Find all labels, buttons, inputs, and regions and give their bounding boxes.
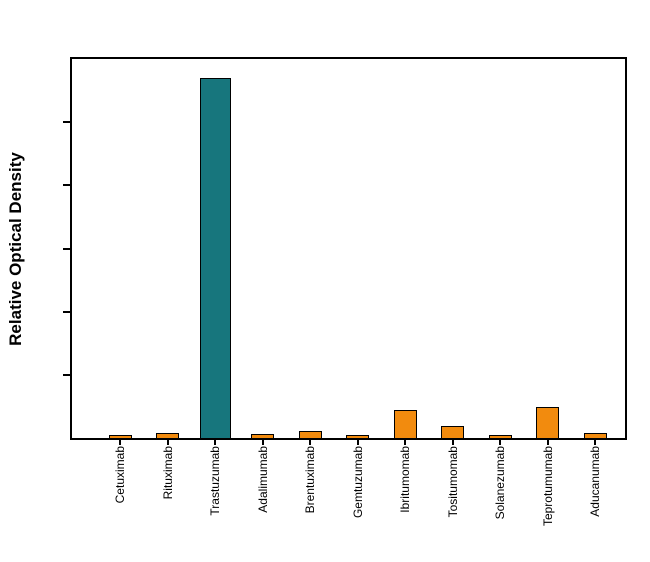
- x-tick-label-aducanumab: Aducanumab: [588, 446, 602, 517]
- x-tick-label-trastuzumab: Trastuzumab: [208, 446, 222, 516]
- x-axis-tick: [214, 440, 216, 445]
- y-axis-tick: [63, 247, 71, 250]
- y-axis-tick: [63, 121, 71, 124]
- x-tick-label-rituximab: Rituximab: [160, 446, 175, 500]
- y-axis-tick: [63, 373, 71, 376]
- x-tick-label-tositumomab: Tositumomab: [445, 446, 460, 518]
- x-tick-label-ibritumomab: Ibritumomab: [398, 446, 412, 513]
- y-axis-label: Relative Optical Density: [6, 152, 25, 346]
- y-axis-tick: [63, 184, 71, 187]
- x-tick-label-gemtuzumab: Gemtuzumab: [350, 446, 365, 519]
- x-axis-tick: [451, 440, 454, 445]
- bar-tositumomab: [441, 425, 464, 438]
- bar-teprotumumab: [536, 406, 559, 438]
- bar-brentuximab: [298, 431, 322, 438]
- bar-solanezumab: [488, 435, 512, 438]
- x-tick-label-cetuximab: Cetuximab: [113, 446, 127, 504]
- x-axis-tick: [309, 440, 311, 445]
- y-axis-tick: [63, 310, 71, 313]
- x-axis-tick: [119, 440, 121, 445]
- x-axis-tick: [404, 440, 406, 445]
- x-axis-tick: [594, 440, 596, 445]
- bar-aducanumab: [583, 432, 607, 438]
- x-tick-label-adalimumab: Adalimumab: [255, 446, 270, 513]
- bar-ibritumomab: [393, 409, 417, 438]
- x-axis-tick: [166, 440, 169, 445]
- x-tick-label-brentuximab: Brentuximab: [303, 446, 317, 514]
- bar-cetuximab: [108, 434, 132, 438]
- x-tick-label-solanezumab: Solanezumab: [493, 446, 507, 520]
- x-axis-tick: [499, 440, 501, 445]
- x-axis-tick: [546, 440, 549, 445]
- bar-gemtuzumab: [346, 434, 369, 438]
- bar-trastuzumab: [199, 77, 231, 438]
- bar-adalimumab: [251, 434, 274, 438]
- bar-rituximab: [156, 433, 179, 438]
- x-axis-tick: [261, 440, 264, 445]
- plot-area: [63, 57, 627, 445]
- x-axis-tick: [356, 440, 359, 445]
- x-tick-label-teprotumumab: Teprotumumab: [540, 446, 555, 527]
